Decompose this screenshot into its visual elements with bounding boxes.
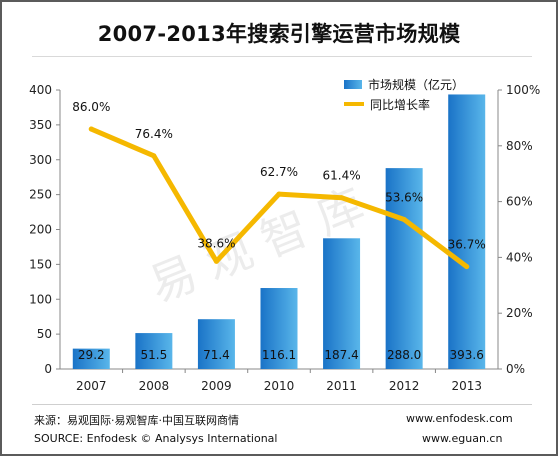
bar-2007	[72, 348, 110, 369]
bar-2009	[197, 319, 235, 369]
right-tick-label: 60%	[506, 195, 533, 209]
growth-rate-label: 36.7%	[448, 238, 486, 252]
right-tick-label: 100%	[506, 83, 540, 97]
title-divider	[32, 56, 532, 57]
x-tick-label: 2011	[326, 379, 357, 393]
right-tick-label: 0%	[506, 362, 525, 376]
right-tick-label: 40%	[506, 250, 533, 264]
x-tick-label: 2010	[264, 379, 295, 393]
legend-line-label: 同比增长率	[370, 97, 431, 112]
left-tick-label: 100	[29, 292, 52, 306]
growth-rate-label: 76.4%	[135, 127, 173, 141]
footer-url-enfodesk: www.enfodesk.com	[406, 412, 513, 425]
growth-rate-point	[213, 258, 219, 264]
left-tick-label: 300	[29, 153, 52, 167]
x-tick-label: 2008	[139, 379, 170, 393]
bar-2012	[385, 168, 423, 369]
bar-value-label: 187.4	[324, 348, 358, 362]
right-tick-label: 80%	[506, 139, 533, 153]
bar-value-label: 51.5	[140, 348, 167, 362]
growth-rate-point	[276, 191, 282, 197]
x-tick-label: 2012	[389, 379, 420, 393]
bar-2008	[135, 333, 173, 369]
chart-legend: 市场规模（亿元） 同比增长率	[344, 74, 464, 114]
bar-value-label: 116.1	[262, 348, 296, 362]
bar-2010	[260, 288, 298, 369]
bar-2011	[323, 238, 361, 369]
growth-rate-point	[88, 126, 94, 132]
legend-item-bar: 市场规模（亿元）	[344, 74, 464, 94]
footer-divider	[32, 404, 532, 405]
left-tick-label: 150	[29, 257, 52, 271]
bar-value-label: 29.2	[78, 348, 105, 362]
legend-line-swatch	[344, 102, 364, 106]
growth-rate-label: 86.0%	[72, 100, 110, 114]
left-tick-label: 250	[29, 188, 52, 202]
growth-rate-label: 38.6%	[197, 236, 235, 250]
right-tick-label: 20%	[506, 306, 533, 320]
footer-source-en: SOURCE: Enfodesk © Analysys Internationa…	[34, 432, 278, 445]
x-tick-label: 2013	[451, 379, 482, 393]
left-tick-label: 50	[37, 327, 52, 341]
footer-url-eguan: www.eguan.cn	[422, 432, 503, 445]
bar-value-label: 393.6	[450, 348, 484, 362]
growth-rate-label: 53.6%	[385, 190, 423, 204]
left-tick-label: 200	[29, 223, 52, 237]
growth-rate-point	[401, 216, 407, 222]
growth-rate-point	[151, 153, 157, 159]
legend-bar-swatch	[344, 79, 362, 89]
bar-value-label: 288.0	[387, 348, 421, 362]
left-tick-label: 0	[44, 362, 52, 376]
bar-value-label: 71.4	[203, 348, 230, 362]
left-tick-label: 400	[29, 83, 52, 97]
chart-title: 2007-2013年搜索引擎运营市场规模	[97, 22, 461, 46]
footer-source-cn: 来源：易观国际·易观智库·中国互联网商情	[34, 414, 239, 427]
bar-2013	[448, 94, 486, 370]
legend-item-line: 同比增长率	[344, 94, 464, 114]
legend-bar-label: 市场规模（亿元）	[368, 77, 465, 92]
left-tick-label: 350	[29, 118, 52, 132]
growth-rate-label: 61.4%	[323, 169, 361, 183]
growth-rate-label: 62.7%	[260, 165, 298, 179]
x-tick-label: 2007	[76, 379, 107, 393]
growth-rate-point	[464, 264, 470, 270]
x-tick-label: 2009	[201, 379, 232, 393]
growth-rate-point	[339, 195, 345, 201]
